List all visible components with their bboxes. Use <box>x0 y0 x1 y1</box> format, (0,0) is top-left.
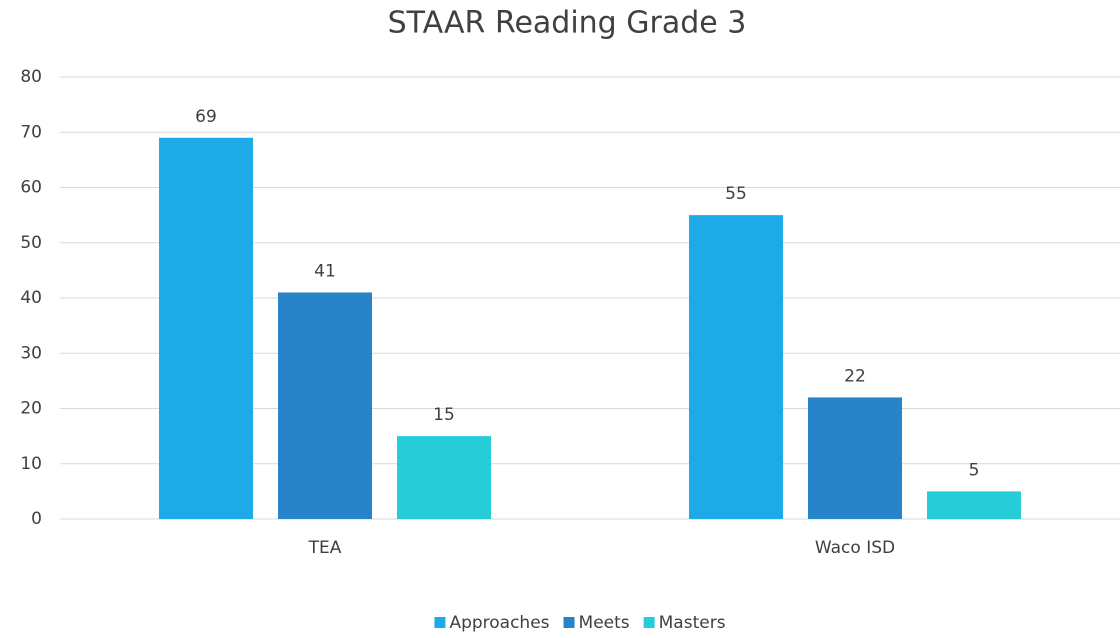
data-label: 69 <box>195 107 217 127</box>
y-tick-label: 10 <box>20 454 42 474</box>
y-tick-label: 20 <box>20 399 42 419</box>
chart-title: STAAR Reading Grade 3 <box>388 6 747 41</box>
legend-swatch <box>643 617 655 628</box>
data-label: 5 <box>969 460 980 480</box>
bar <box>278 292 372 519</box>
legend-swatch <box>434 617 446 628</box>
bar <box>927 491 1021 519</box>
bar <box>808 397 902 519</box>
x-tick-label: TEA <box>308 538 342 558</box>
bar <box>397 436 491 519</box>
bar <box>689 215 783 519</box>
y-tick-label: 80 <box>20 67 42 87</box>
y-tick-label: 50 <box>20 233 42 253</box>
data-label: 15 <box>433 405 455 425</box>
legend-label: Masters <box>659 613 726 633</box>
y-tick-label: 70 <box>20 122 42 142</box>
y-tick-label: 60 <box>20 178 42 198</box>
legend-label: Meets <box>579 613 630 633</box>
y-tick-label: 40 <box>20 288 42 308</box>
x-tick-label: Waco ISD <box>815 538 895 558</box>
legend-label: Approaches <box>449 613 549 633</box>
data-label: 41 <box>314 261 336 281</box>
data-label: 22 <box>844 366 866 386</box>
data-label: 55 <box>725 184 747 204</box>
bar <box>159 137 253 519</box>
y-tick-label: 0 <box>31 509 42 529</box>
y-tick-label: 30 <box>20 343 42 363</box>
legend-swatch <box>563 617 575 628</box>
